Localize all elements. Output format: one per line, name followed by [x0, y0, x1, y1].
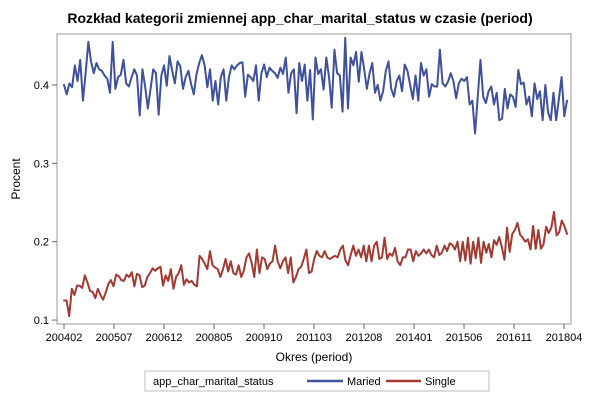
- series-line-maried: [63, 36, 568, 135]
- x-tick-label: 200402: [46, 332, 83, 344]
- x-tick-label: 200910: [246, 332, 283, 344]
- y-tick-label: 0.1: [34, 315, 49, 327]
- x-tick-label: 200805: [196, 332, 233, 344]
- series-layer: [63, 36, 568, 318]
- y-tick-label: 0.2: [34, 237, 49, 249]
- x-tick-label: 200507: [96, 332, 133, 344]
- y-tick-label: 0.4: [34, 80, 49, 92]
- x-axis-label: Okres (period): [276, 350, 353, 364]
- x-tick-label: 201506: [446, 332, 483, 344]
- legend-label-single: Single: [425, 376, 456, 388]
- x-axis: 200402 200507 200612 200805 200910 201103 2012…: [46, 324, 583, 344]
- x-tick-label: 200612: [146, 332, 183, 344]
- x-tick-label: 201103: [296, 332, 332, 344]
- x-tick-label: 201208: [346, 332, 383, 344]
- chart-title: Rozkład kategorii zmiennej app_char_mari…: [67, 10, 532, 26]
- x-tick-label: 201401: [396, 332, 433, 344]
- y-axis: 0.1 0.2 0.3 0.4: [34, 80, 57, 327]
- legend-title: app_char_marital_status: [153, 376, 274, 388]
- y-tick-label: 0.3: [34, 158, 49, 170]
- legend: app_char_marital_status Maried Single: [144, 370, 490, 392]
- y-axis-label: Procent: [9, 158, 23, 200]
- x-tick-label: 201611: [496, 332, 532, 344]
- series-line-single: [63, 210, 568, 318]
- x-tick-label: 201804: [546, 332, 583, 344]
- legend-label-maried: Maried: [347, 376, 381, 388]
